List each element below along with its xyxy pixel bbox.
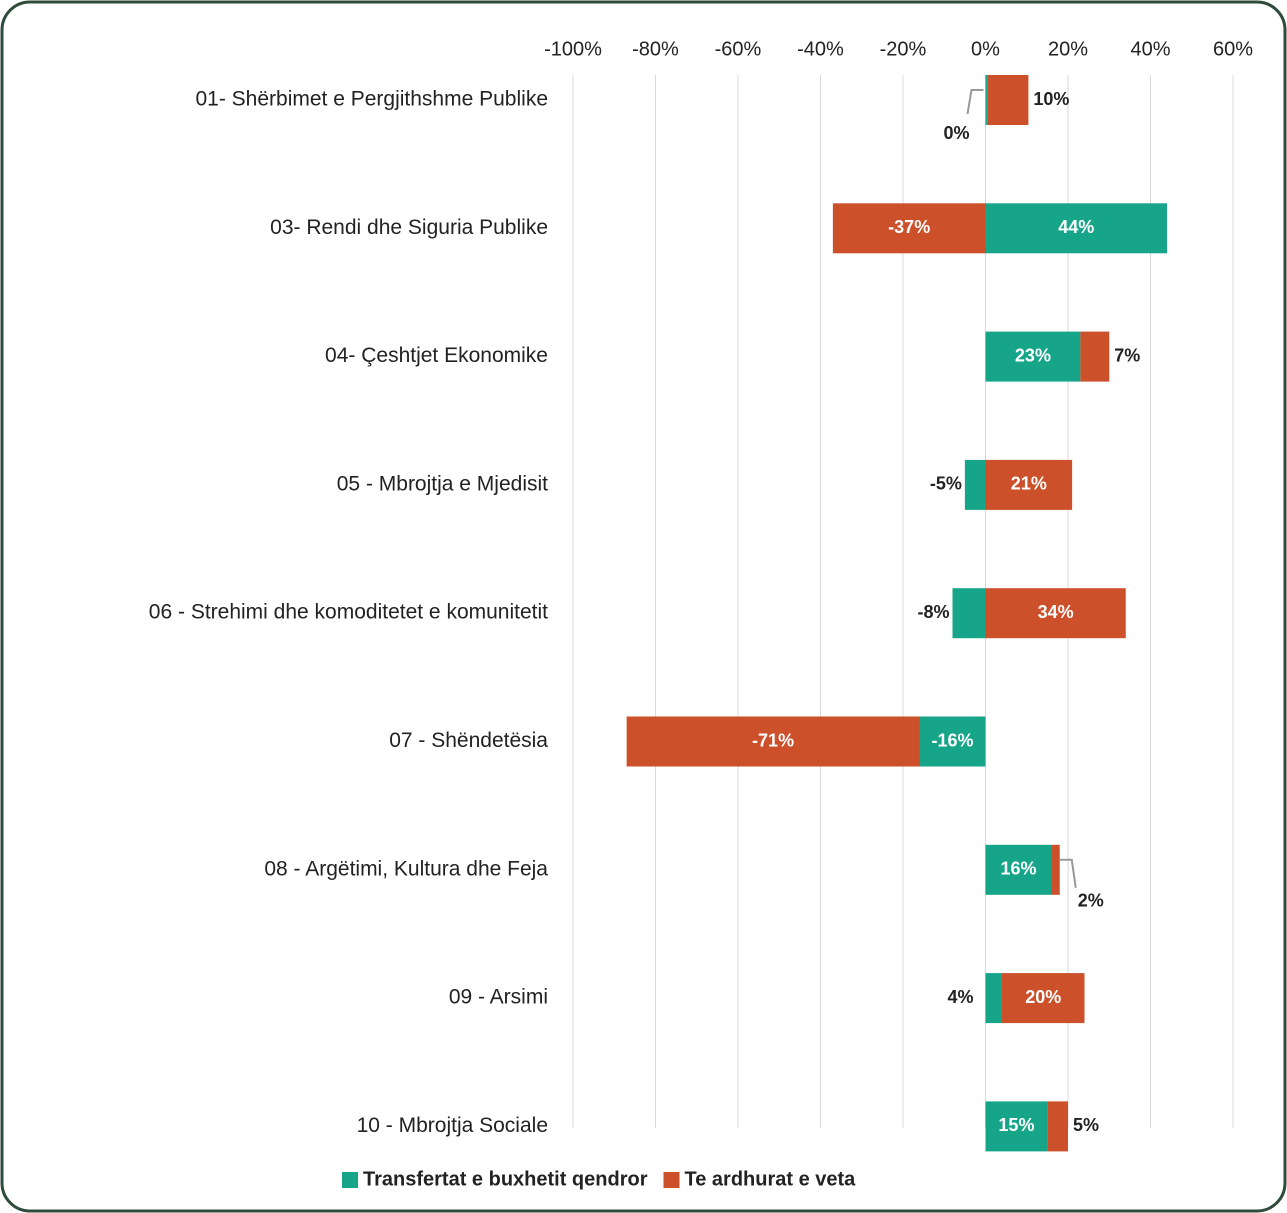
data-label: -5% [930, 474, 962, 494]
data-label: 21% [1011, 474, 1047, 494]
category-label: 09 - Arsimi [449, 986, 548, 1009]
data-label: 44% [1058, 217, 1094, 237]
leader-line [966, 89, 984, 115]
data-label: -37% [888, 217, 930, 237]
legend-swatch [663, 1172, 680, 1188]
x-tick-label: 20% [1048, 38, 1088, 60]
category-label: 03- Rendi dhe Siguria Publike [270, 216, 548, 239]
x-tick-label: -100% [544, 38, 602, 60]
category-label: 07 - Shëndetësia [389, 729, 548, 752]
bar-segment [985, 588, 1126, 639]
data-label: 16% [1000, 859, 1036, 879]
x-tick-label: 0% [971, 38, 1000, 60]
bar-segment [985, 203, 1167, 254]
bar-segment [1080, 331, 1110, 382]
data-label: 0% [943, 123, 969, 143]
x-tick-label: -40% [797, 38, 844, 60]
data-label: 2% [1078, 891, 1104, 911]
data-label: -71% [752, 730, 794, 750]
bar-segment [985, 459, 1073, 510]
bar-segment [987, 75, 1029, 125]
leader-line [1059, 858, 1077, 888]
data-label: 10% [1033, 89, 1069, 109]
x-tick-label: 60% [1213, 38, 1253, 60]
bar-segment [964, 459, 986, 510]
data-label: 34% [1038, 602, 1074, 622]
bar-segment [1051, 844, 1060, 895]
x-tick-label: -80% [632, 38, 679, 60]
legend-label: Te ardhurat e veta [685, 1168, 857, 1190]
bar-segment [985, 844, 1052, 895]
data-label: 15% [998, 1115, 1034, 1135]
category-label: 10 - Mbrojtja Sociale [357, 1114, 548, 1137]
category-label: 08 - Argëtimi, Kultura dhe Feja [264, 857, 548, 880]
x-tick-label: -20% [880, 38, 927, 60]
data-label: 23% [1015, 345, 1051, 365]
bar-segment [985, 331, 1081, 382]
category-label: 04- Çeshtjet Ekonomike [325, 344, 548, 367]
category-label: 01- Shërbimet e Pergjithshme Publike [195, 88, 548, 111]
bar-segment [919, 716, 986, 767]
data-label: 7% [1114, 345, 1140, 365]
bar-segment [985, 1101, 1048, 1152]
legend-label: Transfertat e buxhetit qendror [363, 1168, 648, 1190]
data-label: 20% [1025, 987, 1061, 1007]
category-label: 06 - Strehimi dhe komoditetet e komunite… [149, 601, 548, 624]
bar-segment [1047, 1101, 1068, 1152]
x-tick-label: 40% [1130, 38, 1170, 60]
bar-segment [985, 973, 1002, 1024]
x-tick-label: -60% [715, 38, 762, 60]
data-label: 4% [947, 987, 973, 1007]
category-label: 05 - Mbrojtja e Mjedisit [337, 472, 548, 495]
bar-segment [832, 203, 986, 254]
legend-swatch [342, 1172, 358, 1188]
data-label: 5% [1073, 1115, 1099, 1135]
bar-segment [985, 75, 988, 125]
bar-segment [952, 588, 986, 639]
data-label: -8% [917, 602, 949, 622]
bar-segment [1002, 973, 1085, 1024]
data-label: -16% [931, 730, 973, 750]
bar-segment [626, 716, 920, 767]
